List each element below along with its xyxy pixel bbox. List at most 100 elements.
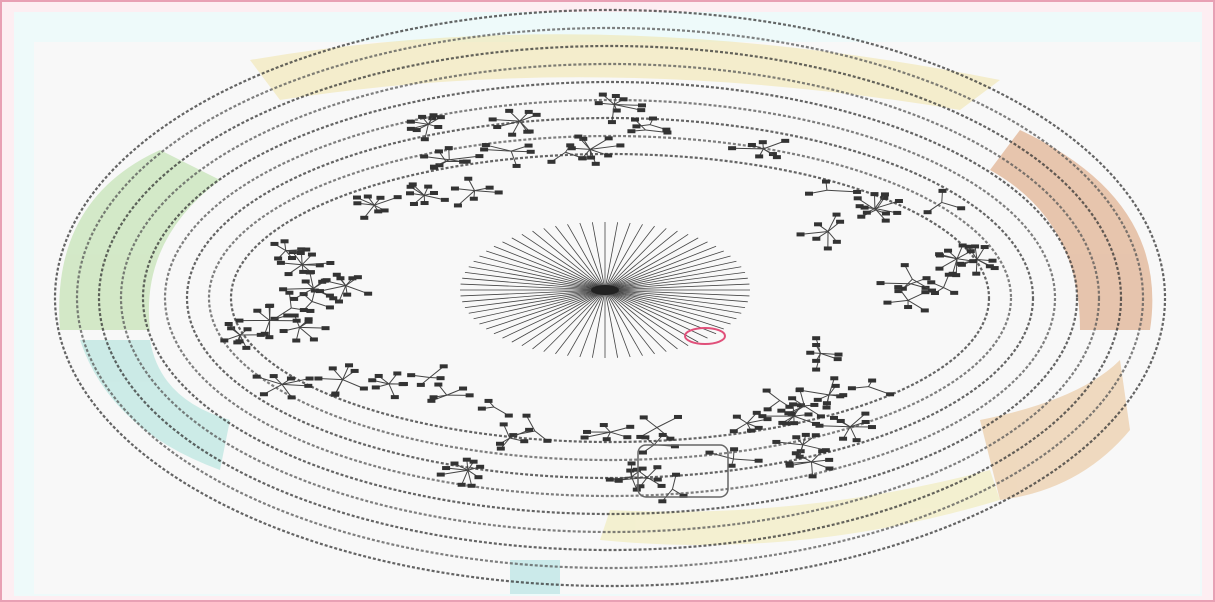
leaf-node [253, 375, 261, 379]
leaf-node [579, 156, 587, 160]
leaf-node [470, 460, 478, 464]
leaf-node [314, 376, 322, 380]
leaf-node [468, 484, 476, 488]
leaf-node [543, 439, 551, 443]
leaf-node [659, 433, 667, 437]
leaf-node [364, 292, 372, 296]
leaf-node [302, 248, 310, 252]
leaf-node [437, 376, 445, 380]
leaf-node [861, 206, 869, 210]
leaf-node [220, 338, 228, 342]
leaf-node [440, 364, 448, 368]
leaf-node [901, 263, 909, 267]
leaf-node [399, 382, 407, 386]
leaf-node [633, 488, 641, 492]
leaf-node [666, 437, 674, 441]
leaf-node [882, 211, 890, 215]
leaf-node [360, 216, 368, 220]
leaf-node [857, 215, 865, 219]
leaf-node [833, 240, 841, 244]
leaf-node [812, 422, 820, 426]
leaf-node [374, 209, 382, 213]
leaf-node [285, 272, 293, 276]
leaf-node [336, 276, 344, 280]
leaf-node [759, 140, 767, 144]
leaf-node [290, 297, 298, 301]
leaf-node [297, 251, 305, 255]
leaf-node [480, 147, 488, 151]
leaf-node [626, 425, 634, 429]
leaf-node [486, 186, 494, 190]
leaf-node [862, 420, 870, 424]
leaf-node [547, 160, 555, 164]
leaf-node [235, 319, 243, 323]
leaf-node [789, 402, 797, 406]
leaf-node [836, 220, 844, 224]
leaf-node [747, 429, 755, 433]
leaf-node [434, 383, 442, 387]
leaf-node [804, 412, 812, 416]
leaf-node [986, 264, 994, 268]
leaf-node [508, 133, 516, 137]
leaf-node [435, 149, 443, 153]
leaf-node [755, 426, 763, 430]
leaf-node [409, 182, 417, 186]
leaf-node [853, 438, 861, 442]
leaf-node [410, 202, 418, 206]
leaf-node [445, 146, 453, 150]
leaf-node [592, 162, 600, 166]
leaf-node [832, 384, 840, 388]
leaf-node [612, 94, 620, 98]
leaf-node [822, 180, 830, 184]
leaf-node [848, 386, 856, 390]
leaf-node [242, 346, 250, 350]
leaf-node [623, 435, 631, 439]
leaf-node [485, 399, 493, 403]
leaf-node [326, 305, 334, 309]
leaf-node [280, 329, 288, 333]
leaf-node [523, 130, 531, 134]
leaf-node [279, 287, 287, 291]
leaf-node [407, 127, 415, 131]
leaf-node [407, 120, 415, 124]
leaf-node [802, 433, 810, 437]
leaf-node [441, 198, 449, 202]
leaf-node [730, 429, 738, 433]
leaf-node [360, 387, 368, 391]
leaf-node [244, 327, 252, 331]
leaf-node [333, 273, 341, 277]
leaf-node [527, 150, 535, 154]
leaf-node [805, 192, 813, 196]
leaf-node [809, 474, 817, 478]
leaf-node [308, 253, 316, 257]
leaf-node [496, 442, 504, 446]
leaf-node [372, 385, 380, 389]
leaf-node [924, 210, 932, 214]
leaf-node [300, 308, 308, 312]
leaf-node [825, 458, 833, 462]
leaf-node [266, 304, 274, 308]
leaf-node [772, 440, 780, 444]
leaf-node [784, 411, 792, 415]
leaf-node [637, 108, 645, 112]
leaf-node [375, 374, 383, 378]
leaf-node [310, 337, 318, 341]
leaf-node [812, 359, 820, 363]
leaf-node [893, 211, 901, 215]
leaf-node [293, 319, 301, 323]
leaf-node [566, 143, 574, 147]
leaf-node [261, 332, 269, 336]
leaf-node [523, 414, 531, 418]
leaf-node [599, 93, 607, 97]
leaf-node [823, 406, 831, 410]
leaf-node [605, 136, 613, 140]
leaf-node [639, 467, 647, 471]
leaf-node [351, 369, 359, 373]
leaf-node [376, 196, 384, 200]
leaf-node [810, 403, 818, 407]
leaf-node [785, 461, 793, 465]
leaf-node [417, 383, 425, 387]
leaf-node [364, 195, 372, 199]
leaf-node [475, 154, 483, 158]
leaf-node [938, 189, 946, 193]
